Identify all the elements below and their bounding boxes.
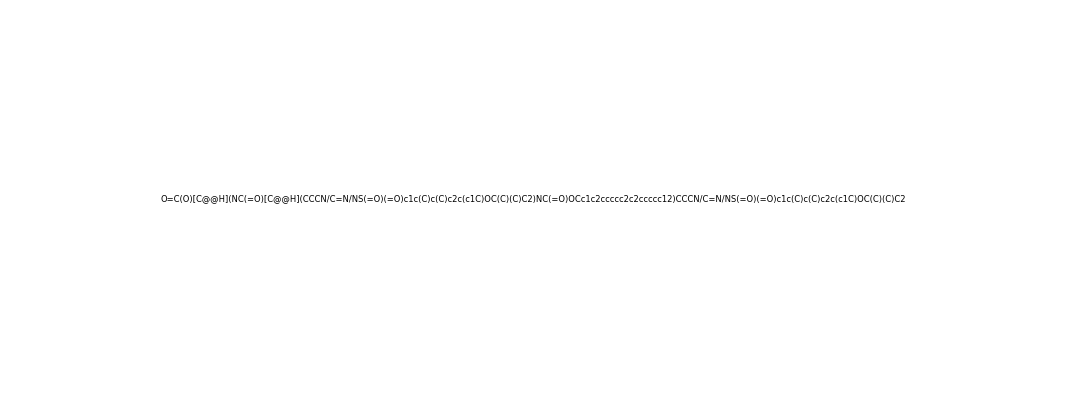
Text: O=C(O)[C@@H](NC(=O)[C@@H](CCCN/C=N/NS(=O)(=O)c1c(C)c(C)c2c(c1C)OC(C)(C)C2)NC(=O): O=C(O)[C@@H](NC(=O)[C@@H](CCCN/C=N/NS(=O…: [160, 195, 906, 203]
